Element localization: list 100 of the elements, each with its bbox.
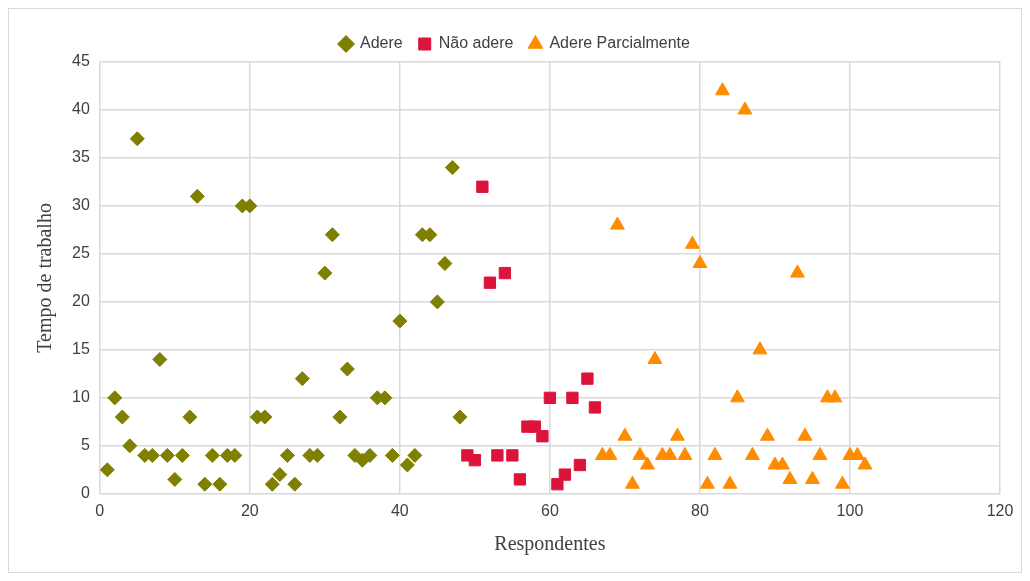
point xyxy=(279,447,295,463)
legend-label: Não adere xyxy=(438,34,514,52)
point xyxy=(609,216,625,230)
y-tick-label: 40 xyxy=(72,100,90,118)
y-tick-label: 25 xyxy=(72,244,90,262)
legend-label: Adere xyxy=(360,34,403,52)
point xyxy=(324,227,340,243)
y-tick-label: 5 xyxy=(80,436,90,454)
x-tick-label: 60 xyxy=(541,501,559,519)
point xyxy=(581,372,594,385)
point xyxy=(624,475,640,489)
point xyxy=(752,341,768,355)
x-tick-label: 0 xyxy=(95,501,105,519)
point xyxy=(528,420,542,433)
point xyxy=(722,475,738,489)
point xyxy=(483,276,497,289)
point xyxy=(602,446,618,460)
point xyxy=(129,131,145,147)
point xyxy=(730,389,745,403)
y-tick-label: 20 xyxy=(72,292,90,310)
point xyxy=(407,447,423,463)
point xyxy=(745,446,760,460)
point xyxy=(670,427,685,441)
point xyxy=(715,82,730,96)
x-tick-label: 80 xyxy=(691,501,709,519)
point xyxy=(558,468,572,481)
point xyxy=(444,160,460,176)
point xyxy=(174,447,190,463)
point xyxy=(264,476,280,492)
point xyxy=(167,471,183,487)
point xyxy=(99,462,115,478)
y-tick-label: 0 xyxy=(80,484,90,502)
point xyxy=(152,351,168,367)
point xyxy=(189,188,205,204)
point xyxy=(805,470,820,484)
point xyxy=(212,476,228,492)
point xyxy=(506,449,519,462)
y-tick-label: 30 xyxy=(72,196,90,214)
point xyxy=(332,409,348,425)
point xyxy=(639,456,655,470)
x-tick-label: 100 xyxy=(836,501,864,519)
point xyxy=(835,475,850,489)
point xyxy=(760,427,775,441)
point xyxy=(588,401,602,414)
point xyxy=(159,447,175,463)
point xyxy=(513,473,527,486)
point xyxy=(700,475,715,489)
point xyxy=(287,476,303,492)
point xyxy=(362,447,378,463)
point xyxy=(452,409,468,425)
x-axis-title: Respondentes xyxy=(494,532,606,556)
point xyxy=(197,476,213,492)
point xyxy=(617,427,633,441)
point xyxy=(498,266,512,280)
point xyxy=(384,447,400,463)
point xyxy=(392,313,408,329)
point xyxy=(204,447,220,463)
x-tick-label: 40 xyxy=(390,501,409,519)
point xyxy=(317,265,333,281)
point xyxy=(566,391,579,404)
point xyxy=(647,350,663,364)
y-axis-title: Tempo de trabalho xyxy=(33,203,57,353)
point xyxy=(797,427,813,441)
point xyxy=(429,294,445,310)
point xyxy=(122,438,138,454)
point xyxy=(491,449,504,462)
point xyxy=(737,101,753,115)
point xyxy=(476,180,489,193)
point xyxy=(573,458,587,472)
point xyxy=(812,446,828,460)
point xyxy=(827,389,843,403)
x-tick-label: 120 xyxy=(986,501,1014,519)
y-tick-label: 45 xyxy=(72,52,90,70)
legend-label: Adere Parcialmente xyxy=(549,34,691,52)
point xyxy=(692,255,708,269)
y-tick-label: 15 xyxy=(72,340,90,358)
point xyxy=(399,457,415,473)
point xyxy=(543,391,557,404)
point xyxy=(850,446,865,460)
point xyxy=(536,430,549,443)
point xyxy=(782,470,798,484)
point xyxy=(790,264,805,278)
x-tick-label: 20 xyxy=(240,501,259,519)
point xyxy=(437,256,453,272)
point xyxy=(107,390,123,406)
point xyxy=(775,456,790,470)
y-tick-label: 10 xyxy=(72,388,90,406)
point xyxy=(272,467,288,483)
point xyxy=(857,456,873,470)
point xyxy=(468,454,482,467)
y-tick-label: 35 xyxy=(72,148,90,166)
point xyxy=(182,409,198,425)
point xyxy=(551,478,564,491)
point xyxy=(114,409,130,425)
point xyxy=(662,446,678,460)
point xyxy=(707,446,723,460)
point xyxy=(677,446,693,460)
point xyxy=(685,235,700,249)
point xyxy=(632,446,648,460)
point xyxy=(294,371,310,387)
